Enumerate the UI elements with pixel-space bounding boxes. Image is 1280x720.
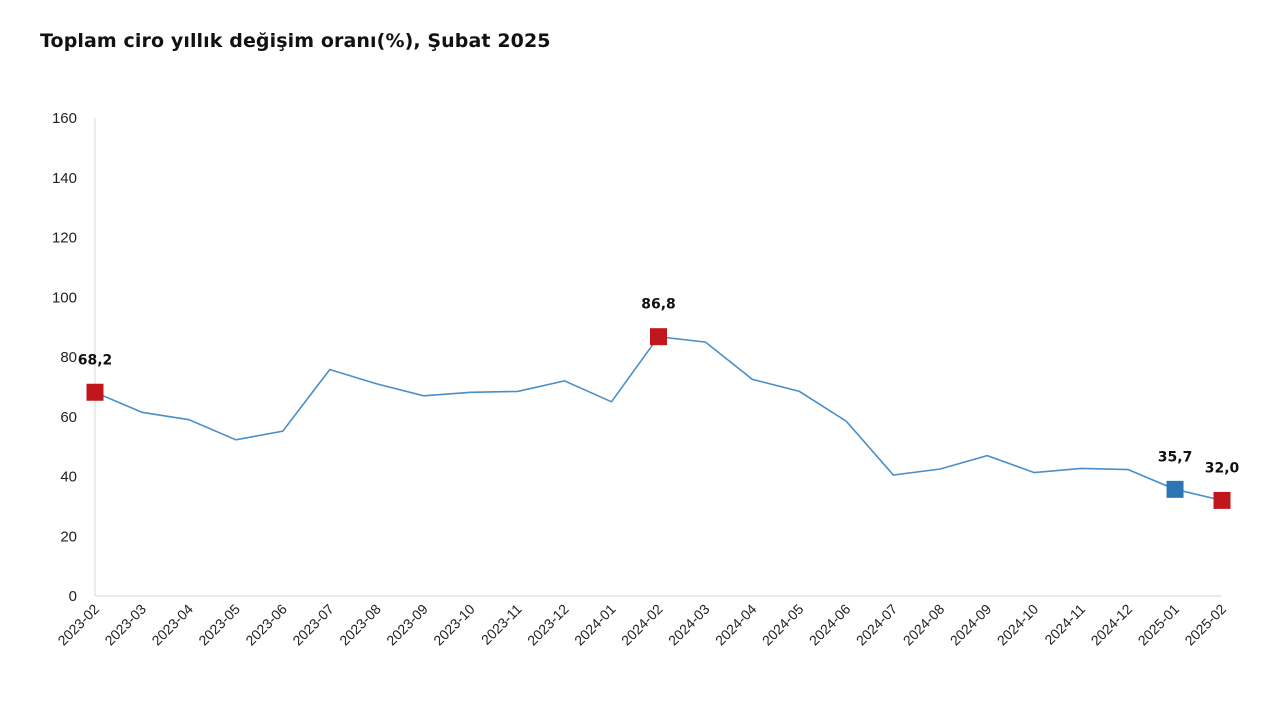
chart-title: Toplam ciro yıllık değişim oranı(%), Şub… [40,30,551,52]
x-tick-label: 2024-01 [571,601,619,649]
x-tick-label: 2023-07 [289,601,337,649]
y-tick-label: 40 [60,469,77,486]
y-tick-label: 0 [69,588,77,605]
x-tick-label: 2023-05 [195,601,243,649]
x-tick-label: 2025-02 [1181,601,1229,649]
x-tick-label: 2023-06 [242,601,290,649]
x-tick-label: 2023-09 [383,601,431,649]
x-tick-label: 2024-04 [712,601,760,649]
x-tick-label: 2024-05 [759,601,807,649]
y-tick-label: 140 [52,170,77,187]
x-tick-label: 2023-02 [54,601,102,649]
x-tick-label: 2024-06 [806,601,854,649]
y-tick-label: 60 [60,409,77,426]
x-tick-label: 2023-11 [478,601,525,648]
x-axis-ticks: 2023-02 2023-03 2023-04 2023-05 2023-06 2023-… [54,601,1229,649]
series-line [94,335,1223,502]
y-tick-label: 80 [60,349,77,366]
data-labels: 68,2 86,8 35,7 32,0 [78,297,1240,477]
data-label: 35,7 [1158,449,1193,465]
x-tick-label: 2023-03 [101,601,149,649]
y-axis-ticks: 0 20 40 60 80 100 120 140 160 [52,110,77,605]
x-tick-label: 2023-08 [336,601,384,649]
data-label: 86,8 [641,297,676,313]
y-tick-label: 160 [52,110,77,127]
x-tick-label: 2024-09 [947,601,995,649]
highlight-marker [650,328,667,346]
x-tick-label: 2024-02 [618,601,666,649]
y-tick-label: 100 [52,289,77,306]
highlight-marker [86,383,104,401]
x-tick-label: 2024-03 [665,601,713,649]
highlight-markers [86,328,1231,509]
chart-axes [94,118,1222,597]
highlight-marker [1213,491,1231,509]
x-tick-label: 2024-12 [1088,601,1136,649]
x-tick-label: 2023-10 [430,601,478,649]
highlight-marker [1166,480,1184,498]
x-tick-label: 2025-01 [1135,601,1183,649]
data-label: 68,2 [78,352,113,368]
y-tick-label: 120 [52,230,77,247]
x-tick-label: 2023-12 [524,601,572,649]
y-tick-label: 20 [60,528,77,545]
x-tick-label: 2024-07 [853,601,901,649]
data-label: 32,0 [1205,460,1240,476]
x-tick-label: 2023-04 [148,601,196,649]
x-tick-label: 2024-11 [1041,601,1088,648]
series-group [94,335,1223,502]
x-tick-label: 2024-08 [900,601,948,649]
x-tick-label: 2024-10 [994,601,1042,649]
